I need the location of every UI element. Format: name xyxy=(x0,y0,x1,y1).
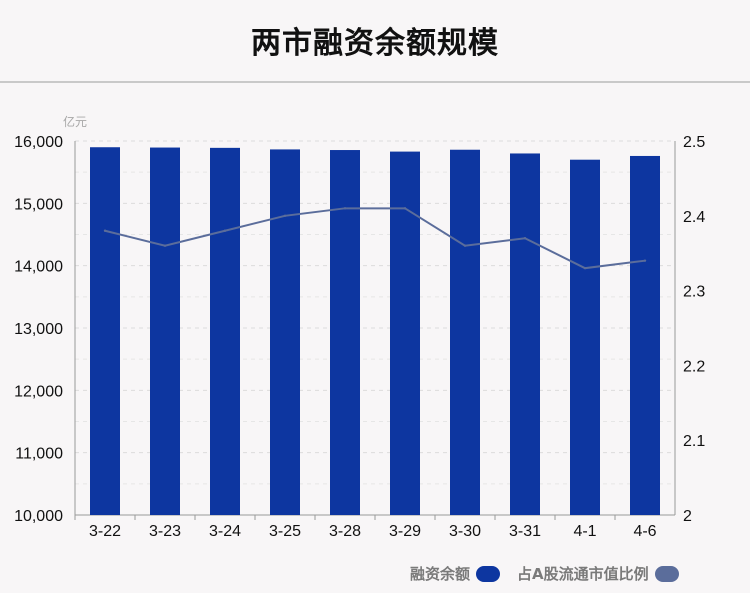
y-right-tick-label: 2.5 xyxy=(683,134,705,151)
x-tick-label: 3-23 xyxy=(149,523,181,540)
y-right-tick-label: 2.3 xyxy=(683,284,705,301)
y-left-tick-label: 11,000 xyxy=(15,446,63,463)
y-left-tick-label: 12,000 xyxy=(14,383,63,400)
ratio-point-3-29 xyxy=(403,207,407,210)
y-right-tick-label: 2.2 xyxy=(683,358,705,375)
ratio-point-3-30 xyxy=(463,244,467,247)
bar-3-22 xyxy=(90,147,120,515)
title-divider xyxy=(0,81,750,83)
y-left-tick-label: 10,000 xyxy=(14,508,63,525)
chart-title: 两市融资余额规模 xyxy=(251,26,499,61)
ratio-point-4-1 xyxy=(583,266,587,270)
bar-4-1 xyxy=(570,159,600,515)
ratio-point-3-25 xyxy=(283,214,287,217)
ratio-point-3-31 xyxy=(523,237,527,240)
ratio-point-3-23 xyxy=(163,244,167,247)
legend-item-balance[interactable]: 融资余额 xyxy=(410,563,501,584)
ratio-line xyxy=(104,207,646,270)
ratio-point-3-22 xyxy=(103,229,107,232)
x-tick-label: 4-6 xyxy=(633,523,656,540)
legend-swatch-ratio xyxy=(654,565,679,582)
bar-3-25 xyxy=(270,149,300,516)
legend-item-ratio[interactable]: 占A股流通市值比例 xyxy=(517,563,679,584)
y-left-tick-label: 15,000 xyxy=(14,196,63,213)
y-left-tick-label: 13,000 xyxy=(14,321,63,338)
y-right-tick-label: 2.4 xyxy=(683,209,705,226)
legend-label-ratio: 占A股流通市值比例 xyxy=(517,565,649,583)
x-tick-label: 4-1 xyxy=(573,523,596,540)
y-left-tick-label: 14,000 xyxy=(14,259,63,276)
x-tick-label: 3-28 xyxy=(329,523,361,540)
bar-4-6 xyxy=(630,155,660,515)
legend-swatch-balance xyxy=(476,565,501,582)
y-right-tick-label: 2.1 xyxy=(683,433,705,450)
ratio-point-3-28 xyxy=(343,207,347,210)
bar-3-24 xyxy=(210,147,240,515)
legend-label-balance: 融资余额 xyxy=(410,565,471,583)
y-left-unit: 亿元 xyxy=(63,114,87,129)
bar-3-29 xyxy=(390,151,420,515)
ratio-point-4-6 xyxy=(643,259,647,262)
x-tick-label: 3-29 xyxy=(389,523,421,540)
x-tick-label: 3-31 xyxy=(509,523,541,540)
y-left-tick-label: 16,000 xyxy=(14,134,63,151)
ratio-point-3-24 xyxy=(223,229,227,232)
bar-3-30 xyxy=(450,149,480,515)
x-tick-label: 3-24 xyxy=(209,523,241,540)
bar-3-23 xyxy=(150,147,180,516)
x-tick-label: 3-22 xyxy=(89,523,121,540)
bar-3-28 xyxy=(330,150,360,515)
x-tick-label: 3-25 xyxy=(269,523,301,540)
bar-3-31 xyxy=(510,153,540,515)
x-tick-label: 3-30 xyxy=(449,523,481,540)
y-right-tick-label: 2 xyxy=(683,508,692,525)
